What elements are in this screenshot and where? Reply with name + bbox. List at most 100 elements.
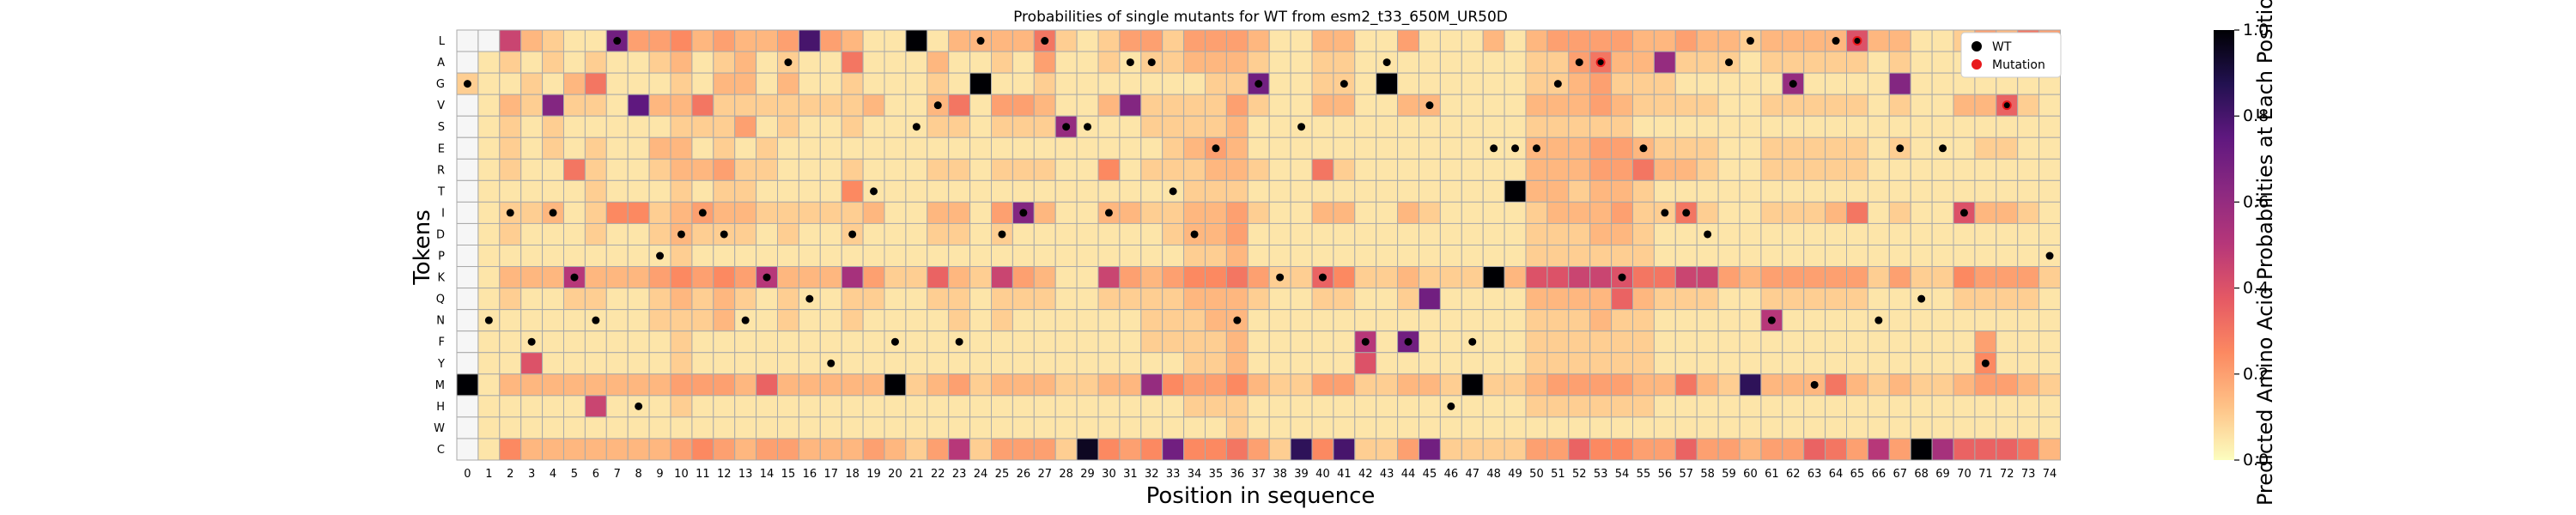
heatmap-cell (1867, 395, 1890, 418)
heatmap-cell (798, 158, 821, 181)
heatmap-cell (1354, 94, 1377, 117)
heatmap-cell (2017, 309, 2040, 332)
heatmap-cell (1717, 245, 1741, 268)
heatmap-cell (456, 266, 479, 289)
wt-marker (912, 123, 920, 131)
heatmap-cell (1867, 136, 1890, 160)
heatmap-cell (1376, 72, 1399, 95)
heatmap-cell (1225, 395, 1249, 418)
heatmap-cell (2038, 94, 2062, 117)
heatmap-cell (456, 352, 479, 375)
heatmap-cell (520, 309, 544, 332)
heatmap-cell (1354, 373, 1377, 397)
heatmap-cell (542, 222, 564, 246)
heatmap-cell (520, 51, 544, 74)
heatmap-cell (1568, 179, 1591, 203)
heatmap-cell (1162, 94, 1185, 117)
x-tick-label: 19 (866, 468, 881, 481)
x-tick-label: 61 (1765, 468, 1779, 481)
heatmap-cell (1739, 201, 1762, 224)
heatmap-cell (1268, 309, 1291, 332)
heatmap-cell (1054, 201, 1078, 224)
heatmap-cell (1205, 266, 1227, 289)
heatmap-cell (798, 115, 821, 138)
heatmap-cell (969, 438, 992, 461)
wt-marker (1896, 144, 1905, 153)
heatmap-cell (1247, 288, 1270, 311)
heatmap-cell (1717, 29, 1741, 52)
heatmap-cell (1846, 158, 1868, 181)
colorbar-tick-label: 0.8 (2243, 106, 2269, 125)
heatmap-cell (1931, 373, 1954, 397)
heatmap-cell (1931, 222, 1954, 246)
heatmap-cell (862, 245, 885, 268)
heatmap-cell (841, 158, 864, 181)
heatmap-cell (1739, 352, 1762, 375)
heatmap-cell (1461, 94, 1484, 117)
heatmap-cell (1162, 201, 1185, 224)
heatmap-cell (1012, 94, 1035, 117)
heatmap-cell (2017, 136, 2040, 160)
heatmap-cell (1419, 330, 1441, 354)
heatmap-cell (1397, 222, 1419, 246)
heatmap-cell (477, 29, 501, 52)
heatmap-cell (1033, 115, 1056, 138)
heatmap-cell (1183, 266, 1206, 289)
heatmap-cell (1525, 416, 1548, 439)
heatmap-cell (927, 416, 950, 439)
heatmap-cell (648, 115, 671, 138)
heatmap-cell (1140, 438, 1163, 461)
heatmap-cell (1268, 288, 1291, 311)
heatmap-cell (1354, 309, 1377, 332)
heatmap-cell (1888, 201, 1911, 224)
heatmap-cell (1825, 222, 1848, 246)
heatmap-cell (670, 51, 693, 74)
heatmap-cell (1910, 201, 1933, 224)
x-tick-label: 21 (909, 468, 924, 481)
heatmap-cell (456, 416, 479, 439)
heatmap-cell (819, 416, 842, 439)
heatmap-cell (648, 29, 671, 52)
heatmap-cell (969, 373, 992, 397)
heatmap-cell (499, 115, 522, 138)
x-tick-label: 62 (1786, 468, 1801, 481)
heatmap-cell (756, 29, 778, 52)
heatmap-cell (1653, 373, 1676, 397)
heatmap-cell (1162, 158, 1185, 181)
x-axis-label: Position in sequence (1146, 483, 1376, 509)
y-tick-label: R (437, 164, 445, 177)
heatmap-cell (1097, 438, 1121, 461)
heatmap-cell (627, 373, 650, 397)
heatmap-cell (499, 51, 522, 74)
heatmap-cell (499, 266, 522, 289)
heatmap-cell (499, 416, 522, 439)
y-tick-label: Y (437, 358, 445, 371)
heatmap-cell (1803, 245, 1826, 268)
heatmap-cell (1097, 266, 1121, 289)
heatmap-cell (670, 115, 693, 138)
heatmap-cell (456, 373, 479, 397)
heatmap-cell (1268, 51, 1291, 74)
heatmap-cell (1247, 136, 1270, 160)
heatmap-cell (477, 416, 501, 439)
heatmap-cell (1482, 266, 1505, 289)
heatmap-cell (1076, 201, 1099, 224)
heatmap-cell (1974, 158, 1997, 181)
heatmap-cell (756, 373, 778, 397)
colorbar-label: Predicted Amino Acid Probabilities at Ea… (2253, 0, 2277, 506)
heatmap-cell (1846, 395, 1868, 418)
heatmap-cell (948, 158, 971, 181)
heatmap-cell (1589, 94, 1613, 117)
heatmap-cell (1782, 309, 1805, 332)
heatmap-cell (477, 222, 501, 246)
heatmap-cell (1739, 245, 1762, 268)
heatmap-cell (969, 330, 992, 354)
wt-marker (1874, 316, 1883, 324)
heatmap-cell (1782, 222, 1805, 246)
heatmap-cell (1419, 29, 1441, 52)
heatmap-cell (1782, 373, 1805, 397)
heatmap-cell (1931, 309, 1954, 332)
heatmap-cell (456, 330, 479, 354)
x-tick-label: 6 (592, 468, 599, 481)
heatmap-cell (1953, 94, 1976, 117)
